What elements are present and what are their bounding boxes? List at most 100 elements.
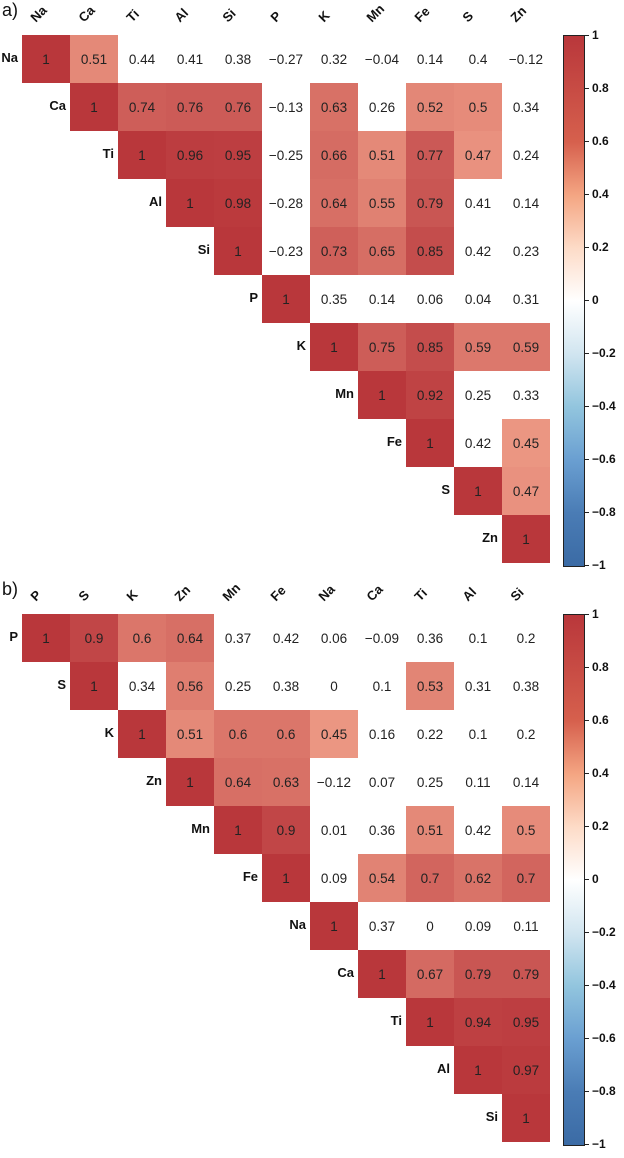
matrix-cell: 0.76 [166, 83, 214, 131]
matrix-cell: 0.07 [358, 758, 406, 806]
column-label: Al [459, 584, 480, 604]
row-label: K [104, 725, 114, 740]
matrix-cell: 0.38 [214, 35, 262, 83]
panel-label: a) [2, 0, 19, 20]
matrix-cell: 1 [502, 1094, 550, 1142]
matrix-cell: 0.44 [118, 35, 166, 83]
row-label: Mn [191, 821, 210, 836]
matrix-cell: 0.64 [166, 614, 214, 662]
row-label: P [9, 629, 18, 644]
matrix-cell: 1 [406, 998, 454, 1046]
matrix-cell: 0.95 [214, 131, 262, 179]
colorbar [563, 614, 585, 1146]
matrix-cell: 0.51 [166, 710, 214, 758]
colorbar-tick [584, 88, 589, 89]
colorbar-tick [584, 667, 589, 668]
matrix-cell: 0.76 [214, 83, 262, 131]
colorbar-tick-label: 0.8 [592, 660, 609, 674]
matrix-cell: 0.16 [358, 710, 406, 758]
colorbar-tick [584, 406, 589, 407]
correlation-grid: 1 0.9 0.6 0.64 0.37 0.42 0.06 −0.09 0.36 0.1 0.2 1 0… [22, 614, 550, 1142]
matrix-cell: 1 [166, 758, 214, 806]
colorbar-tick [584, 773, 589, 774]
column-label: P [267, 8, 285, 26]
matrix-cell: 0.73 [310, 227, 358, 275]
colorbar-tick [584, 932, 589, 933]
matrix-cell: 0.2 [502, 710, 550, 758]
matrix-cell: 0.5 [454, 83, 502, 131]
matrix-cell: 0.04 [454, 275, 502, 323]
matrix-cell: 0.97 [502, 1046, 550, 1094]
matrix-cell: 0.95 [502, 998, 550, 1046]
matrix-cell: 0.7 [406, 854, 454, 902]
matrix-cell: 0.59 [502, 323, 550, 371]
matrix-cell: 0.65 [358, 227, 406, 275]
matrix-cell: 0.9 [70, 614, 118, 662]
matrix-cell: 0.4 [454, 35, 502, 83]
colorbar-tick-label: −0.6 [592, 1031, 616, 1045]
matrix-cell: 0.37 [358, 902, 406, 950]
matrix-cell: 0.6 [262, 710, 310, 758]
matrix-cell: 0.79 [502, 950, 550, 998]
matrix-cell: 0.53 [406, 662, 454, 710]
matrix-cell: 0.79 [454, 950, 502, 998]
colorbar-tick-label: 1 [592, 607, 599, 621]
colorbar-tick-label: 0.6 [592, 134, 609, 148]
matrix-cell: 0.01 [310, 806, 358, 854]
matrix-cell: 1 [262, 275, 310, 323]
colorbar-tick-label: −0.2 [592, 346, 616, 360]
matrix-cell: 0.51 [70, 35, 118, 83]
colorbar-tick-label: −0.2 [592, 925, 616, 939]
colorbar-tick [584, 1038, 589, 1039]
column-label: Ti [123, 6, 143, 25]
column-label: Ca [363, 581, 386, 604]
colorbar-tick [584, 512, 589, 513]
colorbar-tick-label: −1 [592, 1137, 606, 1151]
matrix-cell: 0.45 [310, 710, 358, 758]
colorbar-tick [584, 459, 589, 460]
colorbar-tick [584, 826, 589, 827]
matrix-cell: 0.42 [454, 227, 502, 275]
matrix-cell: 1 [22, 35, 70, 83]
colorbar-tick-label: −0.4 [592, 978, 616, 992]
matrix-cell: 1 [118, 131, 166, 179]
matrix-cell: 0.35 [310, 275, 358, 323]
row-label: Mn [335, 386, 354, 401]
row-label: Al [437, 1061, 450, 1076]
colorbar-tick-label: −0.6 [592, 452, 616, 466]
matrix-cell: 1 [406, 419, 454, 467]
matrix-cell: 1 [262, 854, 310, 902]
matrix-cell: −0.09 [358, 614, 406, 662]
matrix-cell: 0.09 [310, 854, 358, 902]
colorbar-tick-label: 0.6 [592, 713, 609, 727]
matrix-cell: 1 [454, 467, 502, 515]
matrix-cell: 0.37 [214, 614, 262, 662]
matrix-cell: 0.75 [358, 323, 406, 371]
panel-b: b) 1 0.9 0.6 0.64 0.37 0.42 0.06 −0.09 0.36 0.1 0.… [0, 579, 624, 1158]
matrix-cell: 1 [70, 83, 118, 131]
matrix-cell: 0.11 [454, 758, 502, 806]
matrix-cell: 0.9 [262, 806, 310, 854]
matrix-cell: 0.6 [118, 614, 166, 662]
matrix-cell: 0.42 [454, 806, 502, 854]
matrix-cell: 0.42 [454, 419, 502, 467]
row-label: Na [1, 50, 18, 65]
matrix-cell: 0.66 [310, 131, 358, 179]
colorbar-tick [584, 879, 589, 880]
row-label: K [296, 338, 306, 353]
matrix-cell: 0.26 [358, 83, 406, 131]
column-label: Fe [411, 3, 433, 26]
matrix-cell: 0.42 [262, 614, 310, 662]
colorbar [563, 35, 585, 567]
row-label: Si [197, 242, 210, 257]
matrix-cell: 0.1 [454, 710, 502, 758]
matrix-cell: 0.31 [454, 662, 502, 710]
matrix-cell: 0.1 [358, 662, 406, 710]
colorbar-tick [584, 194, 589, 195]
matrix-cell: −0.28 [262, 179, 310, 227]
matrix-cell: 0.62 [454, 854, 502, 902]
matrix-cell: 0.85 [406, 323, 454, 371]
matrix-cell: 0.59 [454, 323, 502, 371]
colorbar-tick-label: 0 [592, 872, 599, 886]
matrix-cell: 0.24 [502, 131, 550, 179]
